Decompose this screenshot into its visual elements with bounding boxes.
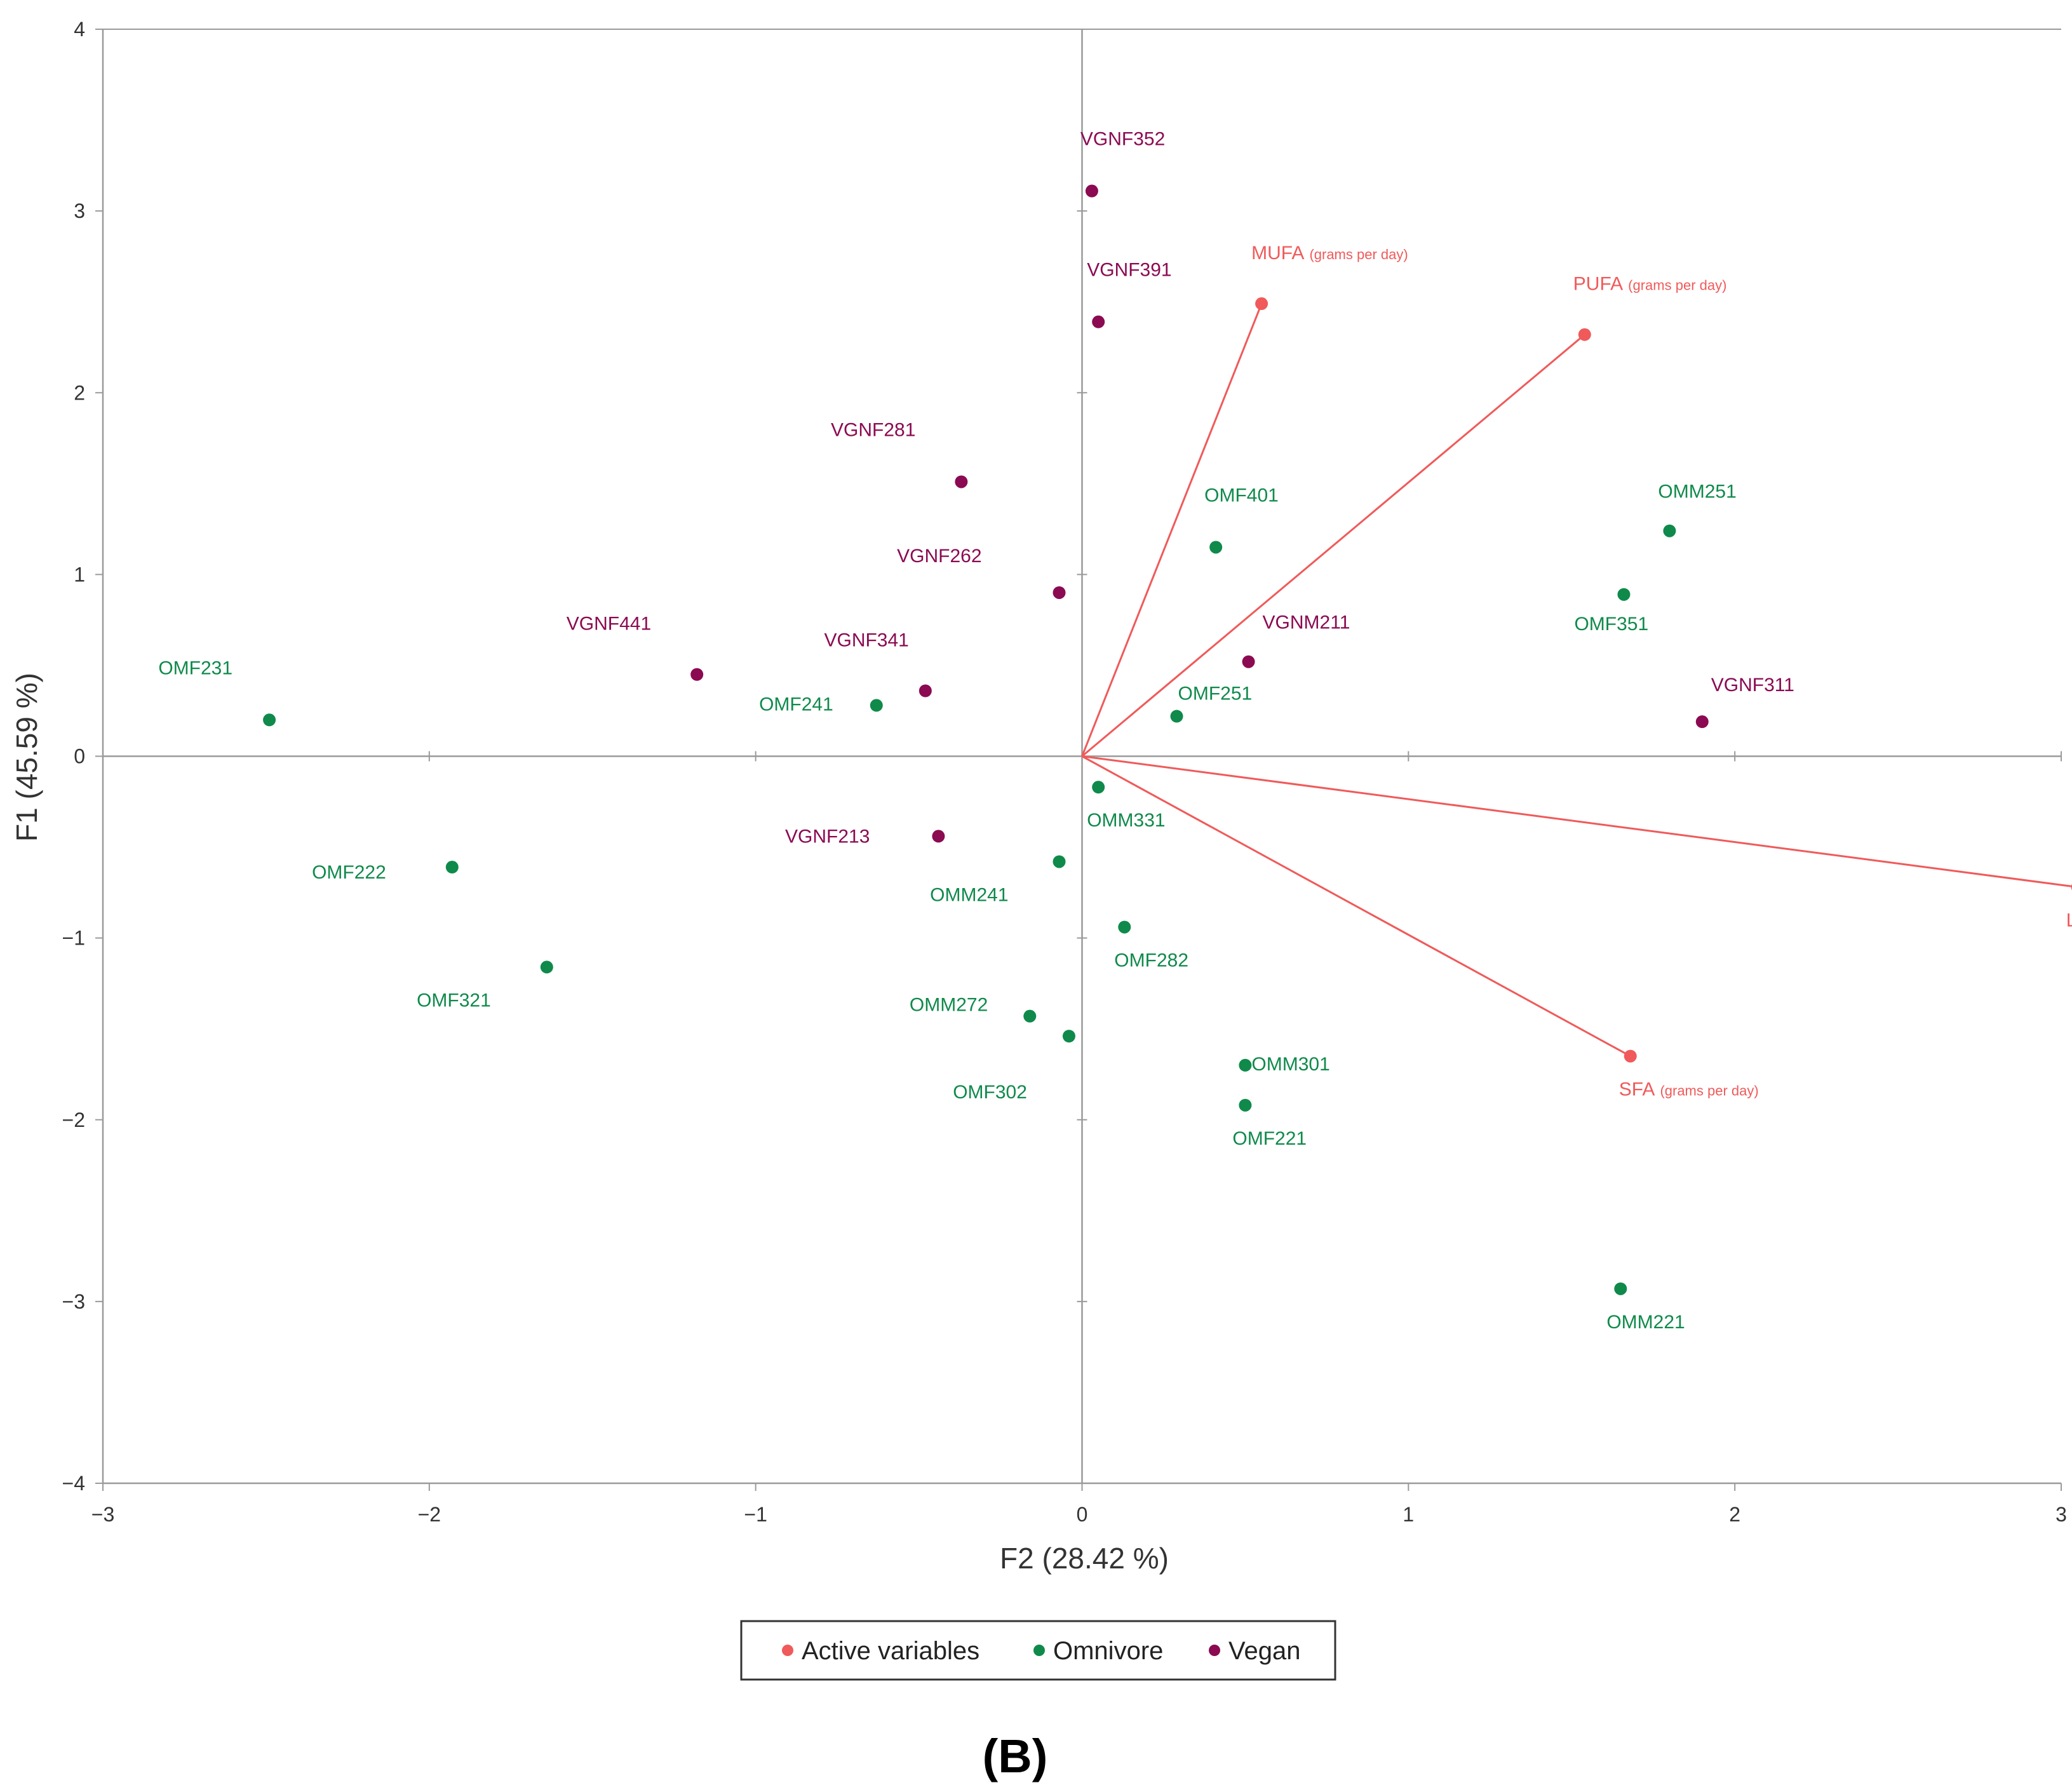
y-tick-label: 1 — [74, 563, 85, 586]
observation-point-vgnf262 — [1053, 586, 1066, 599]
y-tick-label: 2 — [74, 381, 85, 404]
variable-vector-sfa — [1081, 755, 1631, 1057]
observation-label-omm272: OMM272 — [910, 995, 988, 1016]
variable-label: MUFA (grams per day) — [1251, 243, 1408, 264]
observation-point-vgnm211 — [1242, 655, 1255, 668]
observation-point-omf282 — [1118, 920, 1131, 934]
legend-item-active: Active variables — [782, 1637, 979, 1665]
observation-label-omm331: OMM331 — [1087, 810, 1165, 831]
x-tick-label: 2 — [1729, 1503, 1740, 1526]
observation-point-omf302 — [1062, 1030, 1075, 1043]
observation-label-omf241: OMF241 — [759, 694, 833, 715]
legend-marker-omnivore — [1033, 1645, 1045, 1656]
observation-point-omf321 — [540, 960, 553, 974]
y-tick-label: 3 — [74, 199, 85, 222]
x-tick-label: −3 — [91, 1503, 114, 1526]
observation-label-omf321: OMF321 — [417, 990, 491, 1011]
observation-label-omm251: OMM251 — [1658, 482, 1736, 502]
observation-point-vgnf213 — [932, 830, 945, 843]
x-tick-label: 0 — [1077, 1503, 1088, 1526]
y-tick-label: −4 — [62, 1472, 85, 1495]
observation-point-omf222 — [445, 861, 459, 874]
variable-label: LPL activity — [2066, 910, 2072, 931]
observation-label-omf282: OMF282 — [1114, 950, 1188, 971]
x-axis-title: F2 (28.42 %) — [1000, 1542, 1169, 1575]
legend-marker-active — [782, 1645, 793, 1656]
observation-label-vgnf281: VGNF281 — [831, 419, 915, 440]
observation-label-omf401: OMF401 — [1204, 485, 1279, 506]
observation-point-omm241 — [1053, 855, 1066, 868]
observation-label-vgnf311: VGNF311 — [1711, 675, 1794, 696]
legend-label-active: Active variables — [802, 1637, 979, 1665]
observation-label-vgnf352: VGNF352 — [1080, 129, 1165, 150]
observation-point-omf401 — [1209, 541, 1223, 554]
legend-label-vegan: Vegan — [1228, 1637, 1300, 1665]
variable-vector-mufa — [1081, 303, 1263, 757]
y-tick-label: −1 — [62, 927, 85, 950]
observation-point-vgnf352 — [1085, 184, 1098, 198]
variable-vector-lpl-activity — [1082, 755, 2072, 887]
observation-label-omm221: OMM221 — [1606, 1312, 1685, 1333]
observation-label-vgnf341: VGNF341 — [824, 630, 908, 650]
observation-label-vgnf391: VGNF391 — [1087, 260, 1171, 281]
legend-box — [740, 1620, 1336, 1681]
observation-point-vgnf311 — [1695, 715, 1709, 729]
legend-item-omnivore: Omnivore — [1033, 1637, 1163, 1665]
observation-label-omf222: OMF222 — [312, 862, 386, 883]
y-axis-title: F1 (45.59 %) — [10, 673, 43, 842]
legend-label-omnivore: Omnivore — [1053, 1637, 1163, 1665]
variable-point-sfa — [1624, 1049, 1637, 1063]
observation-label-vgnf213: VGNF213 — [785, 826, 870, 847]
observation-point-omf351 — [1617, 588, 1631, 601]
panel-label: (B) — [983, 1730, 1048, 1782]
observation-point-omm251 — [1663, 524, 1676, 537]
observation-label-omf351: OMF351 — [1574, 614, 1648, 635]
observation-label-omf231: OMF231 — [158, 657, 232, 678]
variable-label: PUFA (grams per day) — [1573, 274, 1727, 295]
observation-point-omm331 — [1092, 781, 1105, 794]
observation-label-vgnf441: VGNF441 — [567, 614, 651, 635]
observation-label-omm301: OMM301 — [1251, 1054, 1329, 1075]
variable-label: SFA (grams per day) — [1619, 1079, 1759, 1100]
y-tick-label: −3 — [62, 1290, 85, 1313]
x-tick-label: 1 — [1403, 1503, 1414, 1526]
observation-point-omf231 — [263, 713, 276, 727]
observation-label-omf302: OMF302 — [953, 1082, 1027, 1103]
x-tick-label: −1 — [744, 1503, 767, 1526]
observation-point-omm272 — [1023, 1009, 1037, 1023]
y-tick-label: −2 — [62, 1108, 85, 1131]
x-tick-label: −2 — [418, 1503, 441, 1526]
variable-point-pufa — [1578, 328, 1591, 341]
y-tick-label: 0 — [74, 745, 85, 768]
observation-point-omf241 — [870, 699, 883, 712]
observation-label-vgnm211: VGNM211 — [1263, 612, 1350, 633]
observation-point-vgnf341 — [918, 684, 932, 697]
observation-point-omm301 — [1239, 1058, 1252, 1072]
legend-marker-vegan — [1209, 1645, 1220, 1656]
observation-point-omf251 — [1170, 710, 1183, 723]
legend-item-vegan: Vegan — [1209, 1637, 1300, 1665]
legend: Active variables Omnivore Vegan — [740, 1620, 1336, 1681]
observation-label-omf251: OMF251 — [1178, 684, 1253, 704]
observation-label-omm241: OMM241 — [930, 884, 1008, 905]
observation-point-vgnf391 — [1092, 315, 1105, 328]
observation-point-vgnf281 — [955, 475, 968, 488]
observation-label-omf221: OMF221 — [1232, 1128, 1307, 1149]
x-tick-label: 3 — [2055, 1503, 2067, 1526]
y-tick-label: 4 — [74, 18, 85, 41]
variable-point-mufa — [1255, 297, 1268, 311]
variable-vector-pufa — [1081, 333, 1585, 757]
observation-label-vgnf262: VGNF262 — [897, 546, 981, 567]
observation-point-omf221 — [1239, 1098, 1252, 1112]
observation-point-omm221 — [1614, 1282, 1627, 1295]
observation-point-vgnf441 — [690, 668, 704, 681]
